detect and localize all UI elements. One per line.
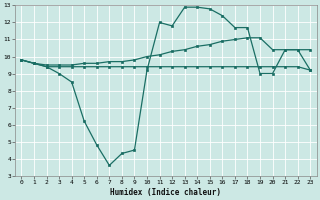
X-axis label: Humidex (Indice chaleur): Humidex (Indice chaleur)	[110, 188, 221, 197]
